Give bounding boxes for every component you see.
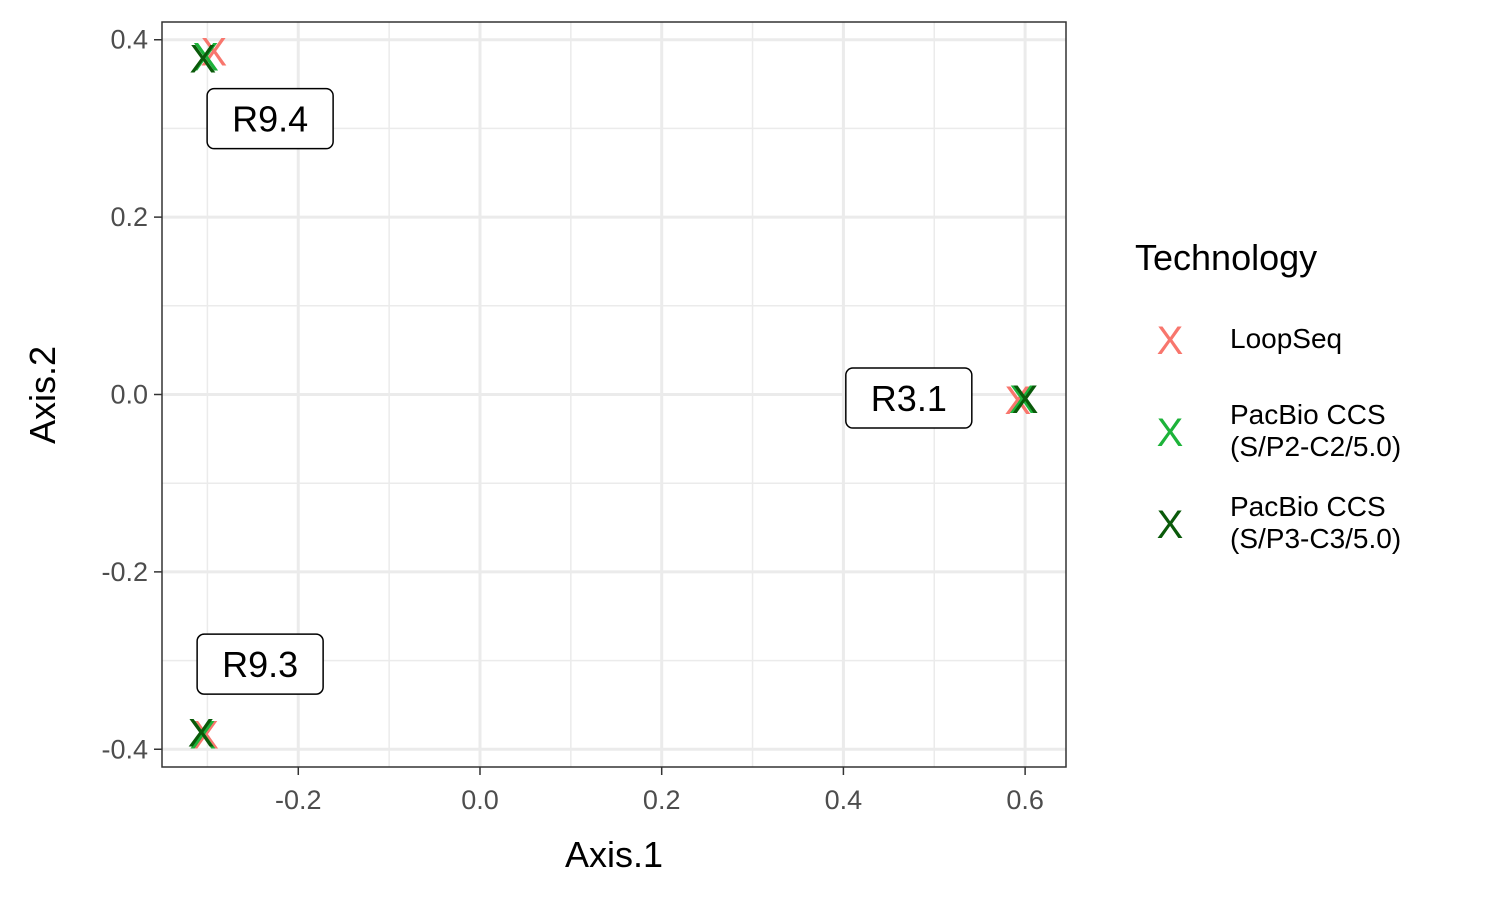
point-series-3: X — [188, 712, 215, 756]
x-tick-label: 0.4 — [825, 785, 863, 815]
cluster-label-text: R9.4 — [232, 99, 308, 140]
cluster-label-text: R9.3 — [222, 644, 298, 685]
cluster-label-box — [206, 87, 334, 150]
legend-key-2: X — [1157, 411, 1184, 455]
point-series-1: X — [1005, 379, 1032, 423]
y-axis-title: Axis.2 — [22, 346, 63, 444]
point-series-3: X — [190, 37, 217, 81]
legend-key-1: X — [1157, 319, 1184, 363]
x-tick-label: -0.2 — [275, 785, 322, 815]
point-series-2: X — [1009, 378, 1036, 422]
legend-title: Technology — [1135, 237, 1317, 278]
y-tick-label: -0.4 — [101, 734, 148, 764]
legend-label-2: PacBio CCS (S/P2-C2/5.0) — [1230, 399, 1401, 462]
y-tick-label: 0.0 — [110, 380, 148, 410]
cluster-label-box — [845, 367, 973, 429]
x-axis-title: Axis.1 — [565, 834, 663, 875]
legend-label-3: PacBio CCS (S/P3-C3/5.0) — [1230, 491, 1401, 554]
x-axis: -0.2 0.0 0.2 0.4 0.6 — [275, 767, 1044, 815]
point-series-1: X — [192, 713, 219, 757]
y-axis: -0.4 -0.2 0.0 0.2 0.4 — [101, 25, 162, 764]
x-tick-label: 0.0 — [461, 785, 499, 815]
x-tick-label: 0.6 — [1006, 785, 1044, 815]
point-series-2: X — [190, 713, 217, 757]
legend-label-1: LoopSeq — [1230, 323, 1342, 354]
point-series-3: X — [1012, 378, 1039, 422]
legend-key-3: X — [1157, 503, 1184, 547]
cluster-label-text: R3.1 — [871, 378, 947, 419]
legend: Technology X LoopSeq X PacBio CCS (S/P2-C2/5… — [1135, 237, 1401, 554]
y-tick-label: 0.2 — [110, 202, 148, 232]
point-series-1: X — [200, 30, 227, 74]
x-tick-label: 0.2 — [643, 785, 681, 815]
point-series-2: X — [192, 36, 219, 80]
y-tick-label: -0.2 — [101, 557, 148, 587]
y-tick-label: 0.4 — [110, 25, 148, 55]
cluster-labels: R9.4 R3.1 R9.3 — [196, 87, 973, 695]
cluster-label-box — [196, 633, 324, 695]
